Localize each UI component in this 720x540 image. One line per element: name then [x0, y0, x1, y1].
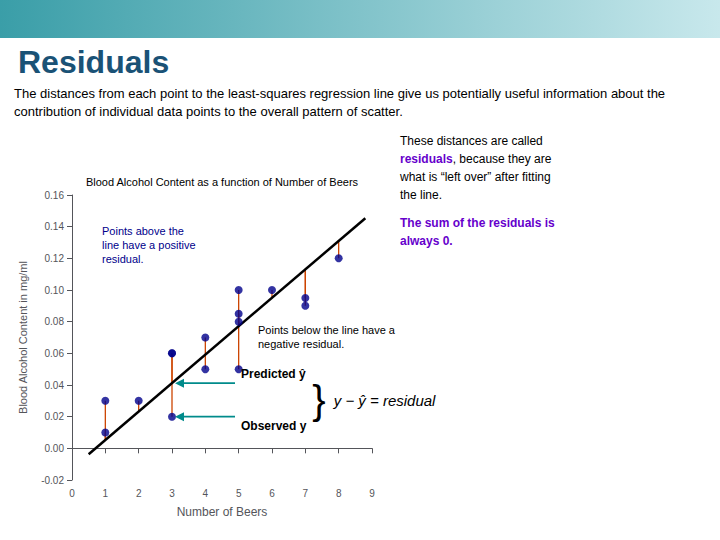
svg-text:6: 6 [269, 488, 275, 499]
svg-text:Residuals: Residuals [18, 44, 169, 80]
svg-text:The distances from each point: The distances from each point to the lea… [14, 86, 669, 101]
svg-text:negative residual.: negative residual. [258, 338, 344, 350]
svg-text:0.02: 0.02 [45, 411, 65, 422]
svg-text:0.00: 0.00 [45, 443, 65, 454]
svg-text:Observed y: Observed y [241, 419, 307, 433]
svg-text:Points below the line have a: Points below the line have a [258, 324, 396, 336]
svg-text:9: 9 [369, 488, 375, 499]
svg-text:line have a positive: line have a positive [102, 239, 196, 251]
svg-text:0.10: 0.10 [45, 285, 65, 296]
svg-text:2: 2 [136, 488, 142, 499]
svg-text:0.08: 0.08 [45, 316, 65, 327]
svg-text:, because they are: , because they are [453, 152, 552, 166]
svg-text:}: } [312, 378, 325, 422]
svg-text:Predicted ŷ: Predicted ŷ [241, 367, 306, 381]
svg-text:residuals: residuals [400, 152, 453, 166]
svg-text:Blood Alcohol Content in mg/ml: Blood Alcohol Content in mg/ml [17, 261, 29, 414]
svg-text:5: 5 [236, 488, 242, 499]
svg-text:always 0.: always 0. [400, 234, 453, 248]
svg-text:0.04: 0.04 [45, 380, 65, 391]
svg-text:0.12: 0.12 [45, 253, 65, 264]
svg-text:4: 4 [203, 488, 209, 499]
svg-text:Number of Beers: Number of Beers [177, 505, 268, 519]
svg-text:residual.: residual. [102, 253, 144, 265]
svg-text:what is “left over” after fitt: what is “left over” after fitting [399, 170, 551, 184]
svg-text:-0.02: -0.02 [41, 475, 64, 486]
svg-text:contribution of individual dat: contribution of individual data points t… [14, 104, 403, 119]
svg-text:8: 8 [336, 488, 342, 499]
svg-text:0.14: 0.14 [45, 221, 65, 232]
svg-text:1: 1 [103, 488, 109, 499]
svg-text:7: 7 [303, 488, 309, 499]
svg-text:the line.: the line. [400, 188, 442, 202]
svg-text:0: 0 [69, 488, 75, 499]
svg-text:3: 3 [169, 488, 175, 499]
svg-text:0.16: 0.16 [45, 190, 65, 201]
svg-text:Blood Alcohol Content as a fun: Blood Alcohol Content as a function of N… [86, 176, 359, 188]
svg-text:The sum of the residuals is: The sum of the residuals is [400, 216, 555, 230]
svg-text:These distances are called: These distances are called [400, 134, 543, 148]
svg-text:Points above the: Points above the [102, 225, 184, 237]
svg-text:y − ŷ = residual: y − ŷ = residual [333, 392, 436, 409]
svg-text:0.06: 0.06 [45, 348, 65, 359]
